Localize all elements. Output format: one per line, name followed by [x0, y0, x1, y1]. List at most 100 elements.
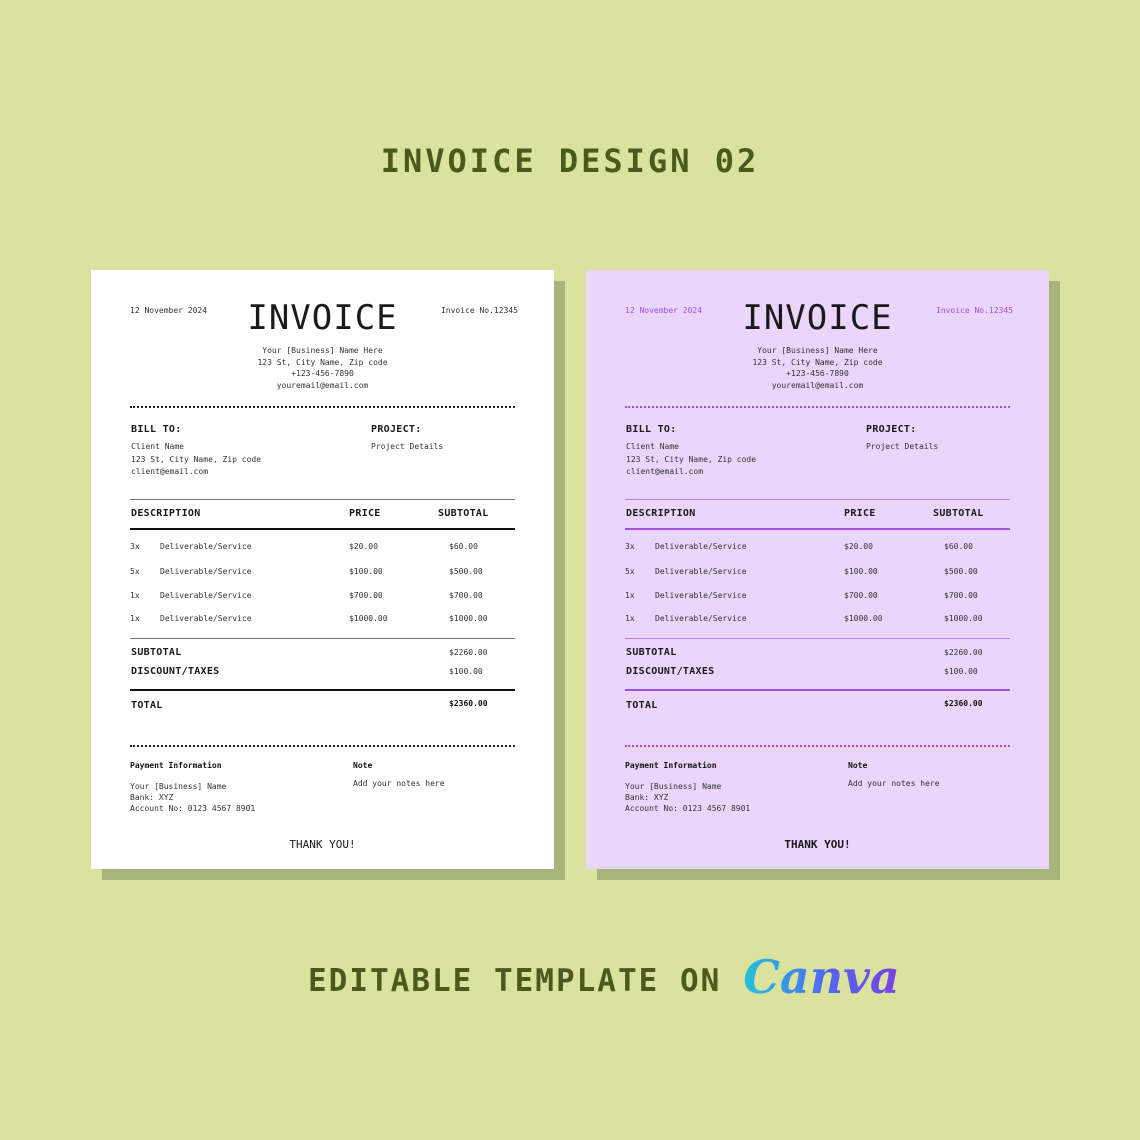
- item-description: Deliverable/Service: [160, 542, 252, 551]
- total-value: $2360.00: [944, 699, 983, 708]
- item-qty: 3x: [130, 542, 140, 551]
- item-price: $100.00: [844, 567, 878, 576]
- item-subtotal: $1000.00: [449, 614, 488, 623]
- payment-label: Payment Information: [625, 761, 717, 770]
- subtotal-value: $2260.00: [449, 648, 488, 657]
- summary-rule: [625, 638, 1010, 639]
- item-subtotal: $1000.00: [944, 614, 983, 623]
- total-rule: [130, 689, 515, 691]
- column-price: PRICE: [844, 508, 876, 519]
- table-header-rule: [130, 528, 515, 530]
- project-label: PROJECT:: [866, 424, 917, 435]
- payment-line: Your [Business] Name: [625, 782, 722, 791]
- summary-rule: [130, 638, 515, 639]
- item-price: $1000.00: [844, 614, 883, 623]
- divider: [625, 406, 1010, 408]
- item-description: Deliverable/Service: [655, 567, 747, 576]
- bill-to-label: BILL TO:: [626, 424, 677, 435]
- item-qty: 1x: [625, 614, 635, 623]
- project-label: PROJECT:: [371, 424, 422, 435]
- total-label: TOTAL: [131, 700, 163, 711]
- discount-label: DISCOUNT/TAXES: [131, 666, 220, 677]
- divider: [130, 406, 515, 408]
- client-line: Client Name: [131, 442, 184, 451]
- item-subtotal: $500.00: [944, 567, 978, 576]
- item-price: $20.00: [844, 542, 873, 551]
- item-description: Deliverable/Service: [655, 614, 747, 623]
- column-price: PRICE: [349, 508, 381, 519]
- total-value: $2360.00: [449, 699, 488, 708]
- payment-line: Bank: XYZ: [625, 793, 669, 803]
- thank-you: THANK YOU!: [289, 838, 356, 851]
- discount-value: $100.00: [944, 667, 978, 676]
- item-subtotal: $500.00: [449, 567, 483, 576]
- business-line: +123-456-7890: [291, 369, 354, 378]
- invoice-date: 12 November 2024: [625, 306, 703, 315]
- item-subtotal: $60.00: [449, 542, 478, 551]
- subtotal-value: $2260.00: [944, 648, 983, 657]
- business-line: youremail@email.com: [771, 380, 864, 390]
- item-price: $1000.00: [349, 614, 388, 623]
- payment-line: Account No: 0123 4567 8901: [130, 804, 256, 814]
- discount-label: DISCOUNT/TAXES: [626, 666, 715, 677]
- item-description: Deliverable/Service: [655, 591, 747, 600]
- client-line: 123 St, City Name, Zip code: [131, 454, 262, 464]
- note-text: Add your notes here: [353, 779, 445, 788]
- project-details: Project Details: [866, 442, 939, 451]
- note-text: Add your notes here: [848, 779, 940, 788]
- payment-line: Bank: XYZ: [130, 793, 174, 803]
- note-label: Note: [353, 761, 373, 770]
- item-description: Deliverable/Service: [160, 591, 252, 600]
- payment-line: Your [Business] Name: [130, 782, 227, 791]
- invoice-card-white: 12 November 2024 INVOICE Invoice No.12345 Y…: [91, 270, 554, 869]
- table-top-rule: [130, 499, 515, 500]
- column-description: DESCRIPTION: [131, 508, 201, 519]
- invoice-card-purple: 12 November 2024 INVOICE Invoice No.12345 Y…: [586, 270, 1049, 869]
- item-qty: 1x: [130, 591, 140, 600]
- divider: [625, 745, 1010, 747]
- item-description: Deliverable/Service: [655, 542, 747, 551]
- column-subtotal: SUBTOTAL: [933, 508, 984, 519]
- payment-label: Payment Information: [130, 761, 222, 770]
- column-description: DESCRIPTION: [626, 508, 696, 519]
- thank-you: THANK YOU!: [784, 838, 851, 851]
- page-heading: INVOICE DESIGN 02: [380, 142, 760, 180]
- footer: EDITABLE TEMPLATE ON Canva: [308, 950, 900, 1004]
- item-price: $100.00: [349, 567, 383, 576]
- subtotal-label: SUBTOTAL: [626, 647, 677, 658]
- note-label: Note: [848, 761, 868, 770]
- subtotal-label: SUBTOTAL: [131, 647, 182, 658]
- total-label: TOTAL: [626, 700, 658, 711]
- business-line: +123-456-7890: [786, 369, 849, 378]
- client-line: client@email.com: [131, 467, 209, 476]
- item-description: Deliverable/Service: [160, 567, 252, 576]
- table-header-rule: [625, 528, 1010, 530]
- business-line: 123 St, City Name, Zip code: [752, 357, 883, 367]
- payment-line: Account No: 0123 4567 8901: [625, 804, 751, 814]
- item-price: $700.00: [844, 591, 878, 600]
- discount-value: $100.00: [449, 667, 483, 676]
- invoice-number: Invoice No.12345: [935, 306, 1013, 315]
- column-subtotal: SUBTOTAL: [438, 508, 489, 519]
- invoice-title: INVOICE: [742, 298, 893, 338]
- item-subtotal: $700.00: [944, 591, 978, 600]
- invoice-title: INVOICE: [247, 298, 398, 338]
- client-line: 123 St, City Name, Zip code: [626, 454, 757, 464]
- business-line: Your [Business] Name Here: [757, 346, 878, 355]
- canva-logo: Canva: [743, 950, 900, 1004]
- item-price: $700.00: [349, 591, 383, 600]
- item-qty: 3x: [625, 542, 635, 551]
- item-price: $20.00: [349, 542, 378, 551]
- business-line: 123 St, City Name, Zip code: [257, 357, 388, 367]
- business-line: youremail@email.com: [276, 380, 369, 390]
- footer-text: EDITABLE TEMPLATE ON: [308, 963, 722, 999]
- item-qty: 1x: [625, 591, 635, 600]
- item-qty: 5x: [625, 567, 635, 576]
- project-details: Project Details: [371, 442, 444, 451]
- invoice-number: Invoice No.12345: [440, 306, 518, 315]
- item-subtotal: $60.00: [944, 542, 973, 551]
- item-description: Deliverable/Service: [160, 614, 252, 623]
- business-line: Your [Business] Name Here: [262, 346, 383, 355]
- table-top-rule: [625, 499, 1010, 500]
- divider: [130, 745, 515, 747]
